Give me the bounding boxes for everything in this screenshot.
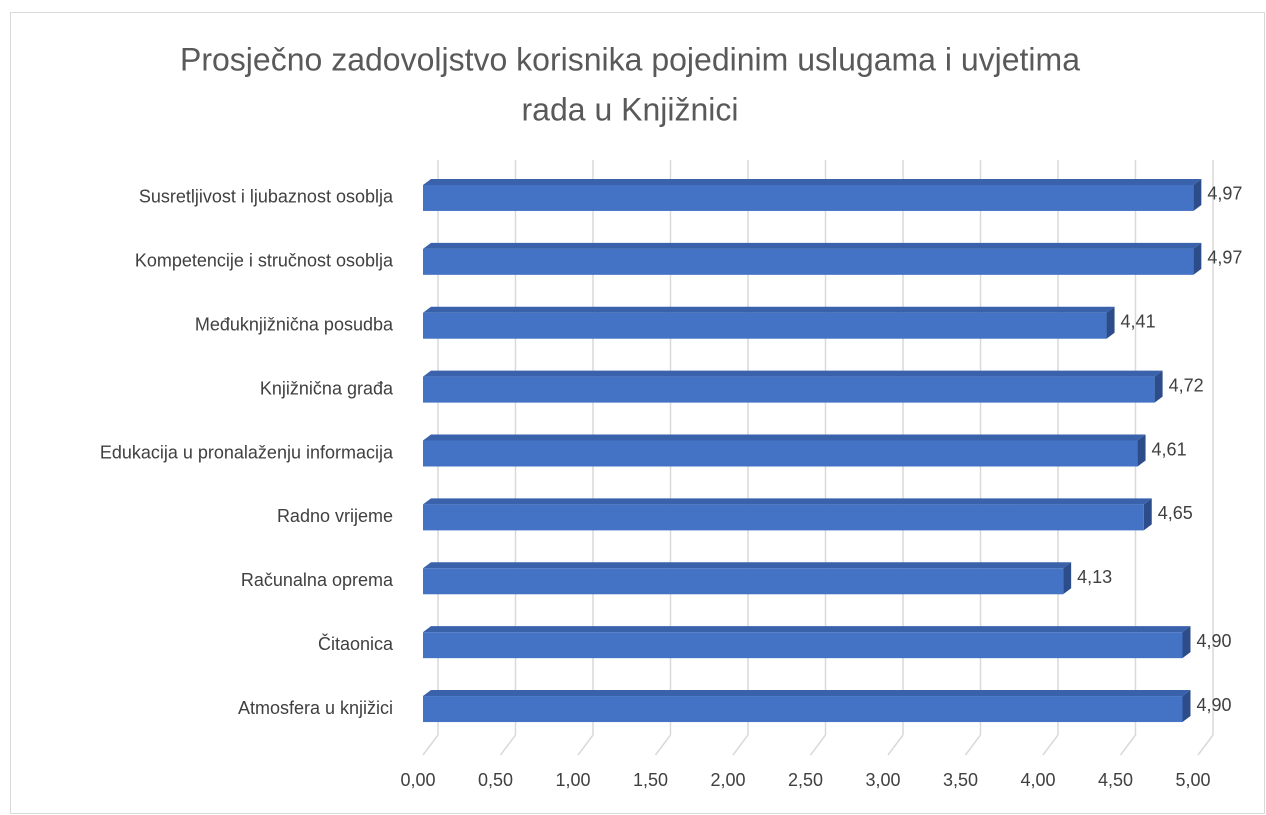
floor-line bbox=[654, 734, 672, 756]
bar-front bbox=[423, 312, 1107, 339]
value-label: 4,90 bbox=[1197, 631, 1232, 651]
bar-front bbox=[423, 248, 1194, 275]
bar bbox=[423, 370, 1163, 403]
x-tick-label: 4,00 bbox=[1020, 770, 1055, 790]
bar bbox=[423, 626, 1191, 659]
value-label: 4,97 bbox=[1207, 184, 1242, 204]
chart-title: rada u Knjižnici bbox=[522, 91, 739, 127]
x-tick-label: 3,50 bbox=[943, 770, 978, 790]
bar-top bbox=[423, 690, 1191, 697]
category-label: Radno vrijeme bbox=[277, 506, 393, 526]
bar-front bbox=[423, 504, 1144, 531]
floor-line bbox=[809, 734, 827, 756]
x-tick-label: 3,00 bbox=[865, 770, 900, 790]
bar-top bbox=[423, 562, 1072, 569]
x-tick-label: 1,00 bbox=[555, 770, 590, 790]
bar bbox=[423, 562, 1072, 595]
category-label: Susretljivost i ljubaznost osoblja bbox=[139, 187, 394, 207]
bar bbox=[423, 178, 1202, 211]
category-label: Međuknjižnična posudba bbox=[195, 314, 394, 334]
bar bbox=[423, 242, 1202, 275]
bar-side bbox=[1137, 434, 1146, 467]
floor-line bbox=[577, 734, 594, 756]
value-label: 4,65 bbox=[1158, 503, 1193, 523]
value-label: 4,90 bbox=[1197, 695, 1232, 715]
bar-top bbox=[423, 242, 1202, 249]
bar-front bbox=[423, 376, 1155, 403]
bar-front bbox=[423, 632, 1183, 659]
chart-border bbox=[10, 12, 1265, 814]
floor-line bbox=[1042, 734, 1059, 756]
bar-front bbox=[423, 568, 1064, 595]
bar bbox=[423, 306, 1115, 339]
x-tick-label: 1,50 bbox=[633, 770, 668, 790]
value-label: 4,72 bbox=[1169, 375, 1204, 395]
bar-side bbox=[1106, 306, 1115, 339]
bar bbox=[423, 434, 1146, 467]
floor-line bbox=[887, 734, 904, 756]
bar-top bbox=[423, 370, 1163, 377]
x-tick-label: 2,50 bbox=[788, 770, 823, 790]
bar-side bbox=[1143, 498, 1152, 531]
value-label: 4,41 bbox=[1121, 311, 1156, 331]
x-tick-label: 0,50 bbox=[478, 770, 513, 790]
bar-front bbox=[423, 440, 1138, 467]
category-label: Kompetencije i stručnost osoblja bbox=[135, 251, 394, 271]
bar bbox=[423, 498, 1152, 531]
floor-line bbox=[964, 734, 982, 756]
bar-side bbox=[1182, 626, 1191, 659]
x-tick-label: 4,50 bbox=[1098, 770, 1133, 790]
category-label: Računalna oprema bbox=[241, 570, 394, 590]
x-tick-label: 5,00 bbox=[1175, 770, 1210, 790]
bar-top bbox=[423, 178, 1202, 185]
bar-side bbox=[1063, 562, 1072, 595]
value-label: 4,61 bbox=[1152, 439, 1187, 459]
value-label: 4,97 bbox=[1207, 248, 1242, 268]
chart-title: Prosječno zadovoljstvo korisnika pojedin… bbox=[180, 41, 1080, 77]
bar-top bbox=[423, 626, 1191, 633]
bar-side bbox=[1193, 242, 1202, 275]
bar-side bbox=[1193, 178, 1202, 211]
floor-line bbox=[732, 734, 749, 756]
value-label: 4,13 bbox=[1077, 567, 1112, 587]
bar bbox=[423, 690, 1191, 723]
floor-line bbox=[1197, 734, 1214, 756]
bar-front bbox=[423, 696, 1183, 723]
category-label: Atmosfera u knjižici bbox=[238, 698, 393, 718]
x-tick-label: 0,00 bbox=[400, 770, 435, 790]
bar-front bbox=[423, 184, 1194, 211]
floor-line bbox=[499, 734, 517, 756]
bar-top bbox=[423, 306, 1115, 313]
floor-line bbox=[422, 734, 439, 756]
floor-line bbox=[1119, 734, 1137, 756]
bar-top bbox=[423, 498, 1152, 505]
x-tick-label: 2,00 bbox=[710, 770, 745, 790]
category-label: Čitaonica bbox=[318, 633, 394, 654]
bar-side bbox=[1154, 370, 1163, 403]
category-label: Knjižnična građa bbox=[260, 378, 394, 398]
bar-side bbox=[1182, 690, 1191, 723]
category-label: Edukacija u pronalaženju informacija bbox=[100, 442, 394, 462]
bar-top bbox=[423, 434, 1146, 441]
